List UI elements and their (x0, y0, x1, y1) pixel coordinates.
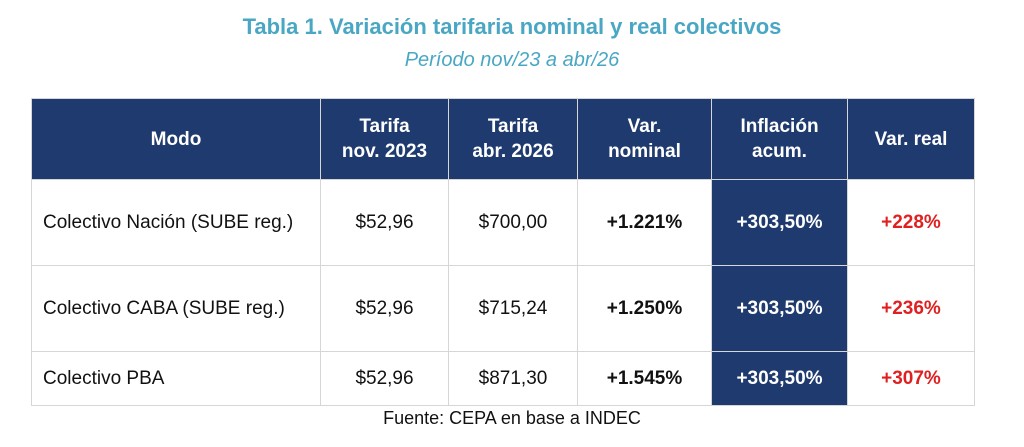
header-inflacion-acum: Inflación acum. (711, 98, 848, 180)
table-row: Colectivo Nación (SUBE reg.) $52,96 $700… (31, 179, 975, 266)
cell-modo: Colectivo PBA (31, 351, 321, 406)
header-var-real: Var. real (847, 98, 975, 180)
cell-inflacion-acum: +303,50% (711, 179, 848, 266)
cell-tarifa-abr-2026: $715,24 (448, 265, 578, 352)
header-tarifa-nov-2023: Tarifa nov. 2023 (320, 98, 449, 180)
cell-tarifa-abr-2026: $700,00 (448, 179, 578, 266)
table-row: Colectivo PBA $52,96 $871,30 +1.545% +30… (31, 351, 975, 406)
fare-table: Modo Tarifa nov. 2023 Tarifa abr. 2026 V… (31, 98, 975, 406)
source-note: Fuente: CEPA en base a INDEC (383, 408, 641, 428)
cell-modo: Colectivo Nación (SUBE reg.) (31, 179, 321, 266)
cell-var-nominal: +1.545% (577, 351, 712, 406)
cell-tarifa-nov-2023: $52,96 (320, 179, 449, 266)
cell-var-real: +307% (847, 351, 975, 406)
cell-tarifa-nov-2023: $52,96 (320, 351, 449, 406)
cell-modo: Colectivo CABA (SUBE reg.) (31, 265, 321, 352)
cell-inflacion-acum: +303,50% (711, 265, 848, 352)
cell-tarifa-nov-2023: $52,96 (320, 265, 449, 352)
header-var-nominal: Var. nominal (577, 98, 712, 180)
table-header-row: Modo Tarifa nov. 2023 Tarifa abr. 2026 V… (31, 98, 975, 180)
header-modo: Modo (31, 98, 321, 180)
cell-var-nominal: +1.250% (577, 265, 712, 352)
table-title: Tabla 1. Variación tarifaria nominal y r… (242, 14, 782, 39)
cell-var-nominal: +1.221% (577, 179, 712, 266)
table-row: Colectivo CABA (SUBE reg.) $52,96 $715,2… (31, 265, 975, 352)
cell-var-real: +236% (847, 265, 975, 352)
cell-inflacion-acum: +303,50% (711, 351, 848, 406)
header-tarifa-abr-2026: Tarifa abr. 2026 (448, 98, 578, 180)
cell-tarifa-abr-2026: $871,30 (448, 351, 578, 406)
cell-var-real: +228% (847, 179, 975, 266)
table-subtitle: Período nov/23 a abr/26 (404, 49, 620, 71)
